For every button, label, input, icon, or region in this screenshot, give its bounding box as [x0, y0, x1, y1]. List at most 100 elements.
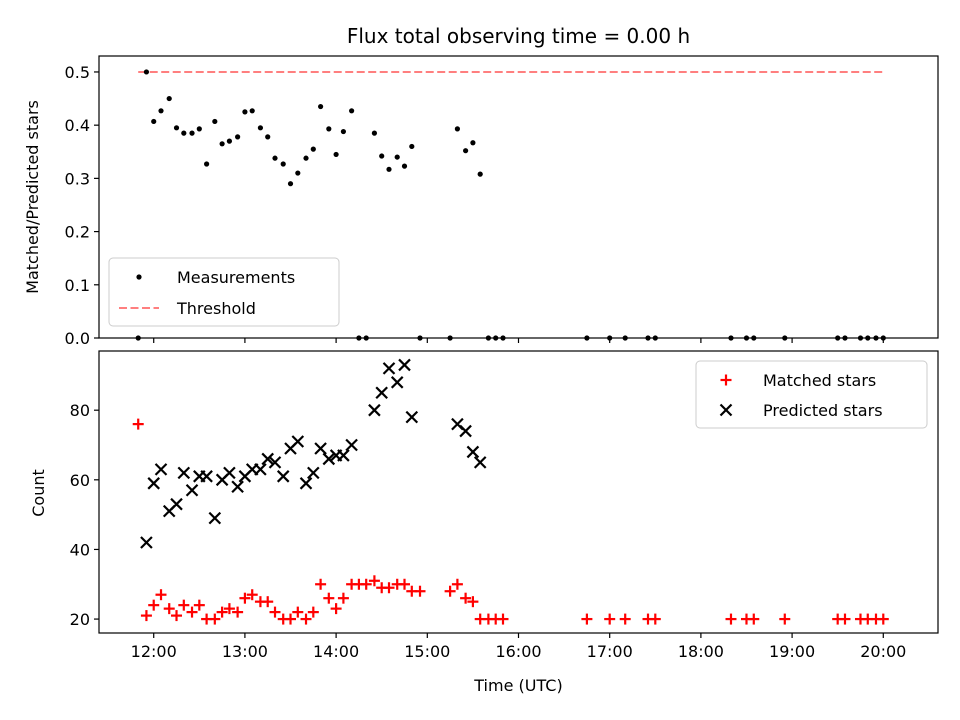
matched-star-point: [285, 613, 297, 625]
predicted-star-point: [170, 497, 183, 511]
predicted-star-point: [307, 466, 320, 480]
predicted-star-point: [314, 442, 327, 455]
predicted-star-point: [398, 358, 411, 372]
measurement-point: [173, 125, 180, 131]
top-plot-title: Flux total observing time = 0.00 h: [347, 24, 690, 48]
matched-star-point: [460, 592, 472, 604]
matched-star-point: [216, 606, 228, 618]
matched-star-point: [779, 613, 791, 625]
measurement-point: [204, 161, 210, 167]
predicted-star-point: [200, 470, 213, 483]
matched-star-point: [383, 582, 395, 594]
bottom-plot-legend: Matched stars Predicted stars: [695, 360, 928, 429]
top-plot-y-tick-label: 0.1: [65, 276, 90, 295]
predicted-star-point: [368, 403, 381, 417]
predicted-star-point: [208, 511, 222, 525]
top-plot-y-axis-label: Matched/Predicted stars: [23, 100, 42, 294]
matched-star-point: [497, 613, 509, 625]
legend-predicted-marker: [719, 403, 733, 417]
measurement-point: [333, 151, 339, 158]
matched-star-point: [451, 578, 463, 590]
bottom-plot-y-axis-label: Count: [29, 469, 48, 517]
matched-star-point: [262, 596, 274, 608]
matched-star-point: [132, 418, 144, 430]
measurement-point: [340, 128, 347, 135]
predicted-star-point: [382, 362, 396, 375]
matched-star-point: [155, 589, 167, 601]
top-plot-legend: Measurements Threshold: [108, 257, 340, 327]
measurement-point: [242, 109, 248, 115]
predicted-star-point: [375, 386, 388, 400]
measurement-point: [379, 153, 385, 159]
legend-measurement-marker: [136, 274, 142, 280]
matched-star-point: [232, 606, 244, 618]
legend-matched-label: Matched stars: [763, 371, 876, 390]
matched-star-point: [399, 578, 411, 590]
bottom-plot-y-tick-label: 80: [70, 401, 90, 420]
measurement-point: [470, 140, 476, 146]
measurement-point: [287, 181, 294, 187]
matched-star-point: [330, 603, 342, 615]
measurement-point: [151, 118, 157, 125]
matched-star-point: [467, 596, 479, 608]
measurement-point: [394, 154, 400, 160]
matched-star-point: [649, 613, 661, 625]
measurement-point: [310, 146, 316, 152]
matched-star-point: [725, 613, 737, 625]
measurement-point: [226, 138, 233, 144]
legend-box: [695, 360, 928, 429]
top-plot: Matched/Predicted stars 0.0 0.1 0.2 0.3 0.4 0…: [23, 55, 939, 348]
predicted-star-point: [299, 477, 313, 490]
bottom-plot: Count Time (UTC) 20 40 60 80 12:00 13:00 14:00…: [29, 350, 939, 695]
matched-star-point: [223, 603, 235, 615]
predicted-star-point: [185, 483, 199, 497]
legend-matched-marker: [720, 374, 732, 386]
top-plot-y-tick-label: 0.4: [65, 116, 90, 135]
matched-star-point: [246, 589, 258, 601]
measurement-point: [212, 118, 218, 125]
bottom-plot-x-tick-label: 15:00: [404, 642, 450, 661]
measurement-point: [401, 163, 408, 169]
bottom-plot-y-tick-label: 40: [70, 540, 90, 559]
predicted-star-point: [276, 470, 290, 483]
bottom-plot-x-axis-label: Time (UTC): [473, 676, 562, 695]
measurement-point: [295, 170, 301, 176]
matched-star-point: [877, 613, 889, 625]
measurement-point: [166, 95, 172, 102]
bottom-plot-y-tick-label: 20: [70, 610, 90, 629]
predicted-star-point: [177, 466, 191, 480]
measurement-point: [463, 148, 469, 154]
matched-star-point: [337, 592, 349, 604]
bottom-plot-x-tick-label: 20:00: [860, 642, 906, 661]
measurement-point: [257, 125, 264, 131]
matched-star-point: [171, 610, 183, 622]
measurement-point: [326, 126, 332, 132]
measurement-point: [249, 108, 255, 114]
matched-star-point: [581, 613, 593, 625]
matched-star-point: [239, 592, 251, 604]
top-plot-y-tick-label: 0.0: [65, 329, 90, 348]
matched-star-point: [178, 599, 190, 611]
top-plot-y-tick-label: 0.2: [65, 223, 90, 242]
bottom-plot-x-tick-label: 16:00: [495, 642, 541, 661]
measurement-point: [371, 130, 378, 136]
measurement-point: [143, 69, 150, 75]
matched-star-point: [300, 613, 312, 625]
predicted-star-point: [473, 456, 487, 469]
measurement-point: [196, 126, 202, 132]
matched-star-point: [163, 603, 175, 615]
top-plot-y-tick-label: 0.3: [65, 169, 90, 188]
matched-star-point: [209, 613, 221, 625]
matched-star-point: [148, 599, 160, 611]
matched-star-point: [619, 613, 631, 625]
measurement-point: [454, 126, 460, 132]
predicted-star-point: [345, 438, 358, 452]
measurement-point: [318, 103, 324, 110]
measurement-point: [409, 143, 415, 150]
legend-measurements-label: Measurements: [177, 268, 295, 287]
predicted-star-point: [322, 452, 336, 466]
bottom-plot-x-tick-label: 13:00: [222, 642, 268, 661]
measurement-point: [189, 130, 195, 136]
measurement-point: [272, 155, 278, 161]
matched-star-point: [269, 606, 281, 618]
